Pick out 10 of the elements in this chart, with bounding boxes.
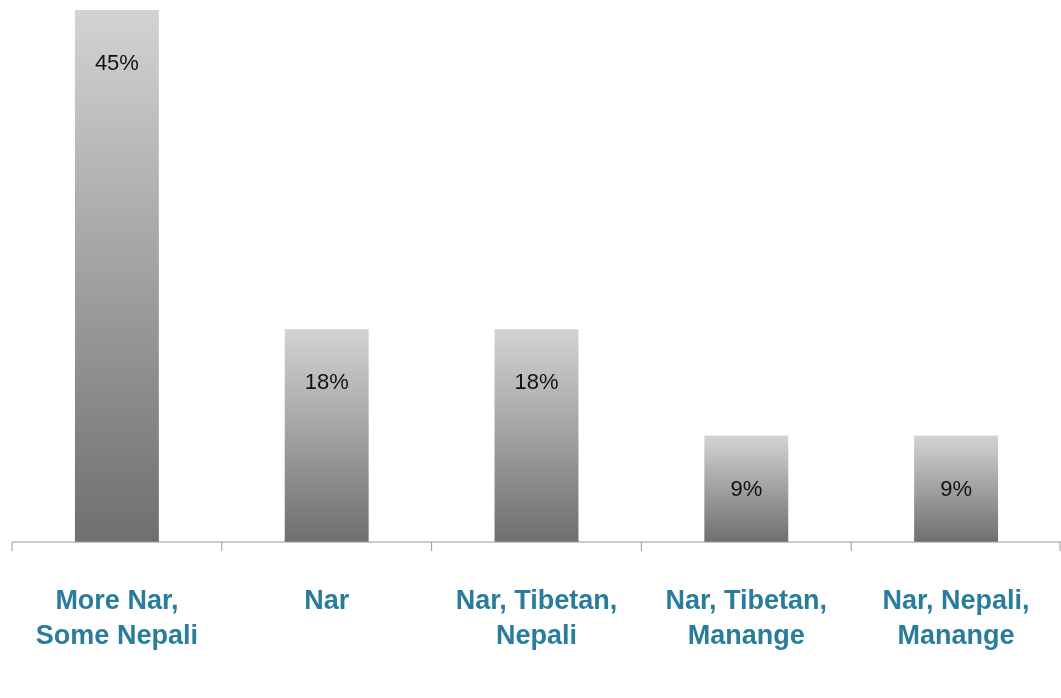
x-tick-label: Nar xyxy=(304,585,350,615)
data-label: 45% xyxy=(94,50,139,75)
data-label: 9% xyxy=(940,475,972,501)
x-tick-label: Nar, Tibetan, Manange xyxy=(665,585,828,650)
data-label: 18% xyxy=(514,369,559,395)
data-label: 18% xyxy=(304,369,349,395)
x-tick-label: Nar, Nepali, Manange xyxy=(882,585,1030,650)
x-tick-label: Nar, Tibetan, Nepali xyxy=(455,585,618,650)
data-label: 9% xyxy=(730,475,763,501)
x-tick-label: More Nar, Some Nepali xyxy=(35,585,198,650)
